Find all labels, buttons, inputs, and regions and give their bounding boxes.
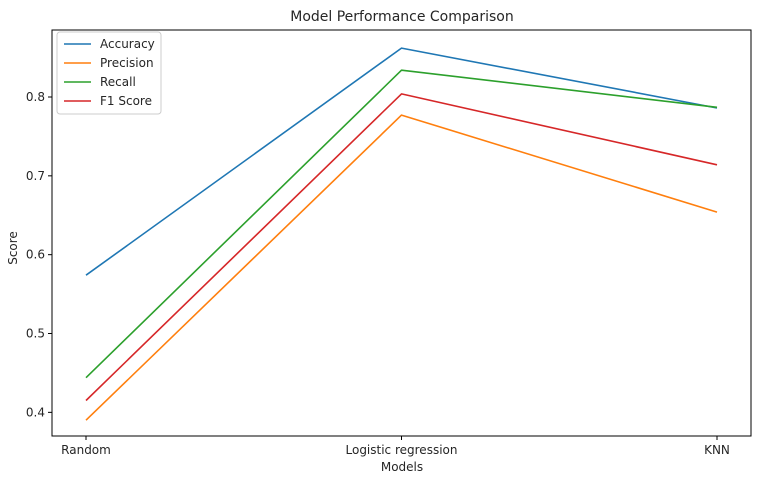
series-lines: [85, 47, 718, 421]
x-axis: Random Logistic regression KNN: [61, 436, 730, 457]
legend-box: [56, 31, 162, 115]
y-tick-label: 0.4: [26, 405, 45, 419]
series-line-accuracy: [85, 47, 718, 276]
x-tick-label: KNN: [704, 443, 730, 457]
y-tick-label: 0.8: [26, 90, 45, 104]
y-axis: 0.4 0.5 0.6 0.7 0.8: [26, 90, 52, 419]
legend-label: Accuracy: [100, 37, 155, 51]
series-line-precision: [85, 114, 718, 421]
y-tick-label: 0.7: [26, 169, 45, 183]
series-line-f1-score: [85, 93, 718, 402]
legend: Accuracy Precision Recall F1 Score: [56, 31, 162, 115]
legend-label: Recall: [100, 75, 136, 89]
legend-label: F1 Score: [100, 94, 152, 108]
chart-title: Model Performance Comparison: [290, 9, 513, 25]
legend-label: Precision: [100, 56, 154, 70]
y-axis-label: Score: [6, 231, 20, 265]
x-tick-label: Random: [61, 443, 111, 457]
x-axis-label: Models: [381, 460, 423, 474]
series-line-recall: [85, 69, 718, 379]
x-tick-label: Logistic regression: [346, 443, 458, 457]
y-tick-label: 0.6: [26, 248, 45, 262]
y-tick-label: 0.5: [26, 327, 45, 341]
